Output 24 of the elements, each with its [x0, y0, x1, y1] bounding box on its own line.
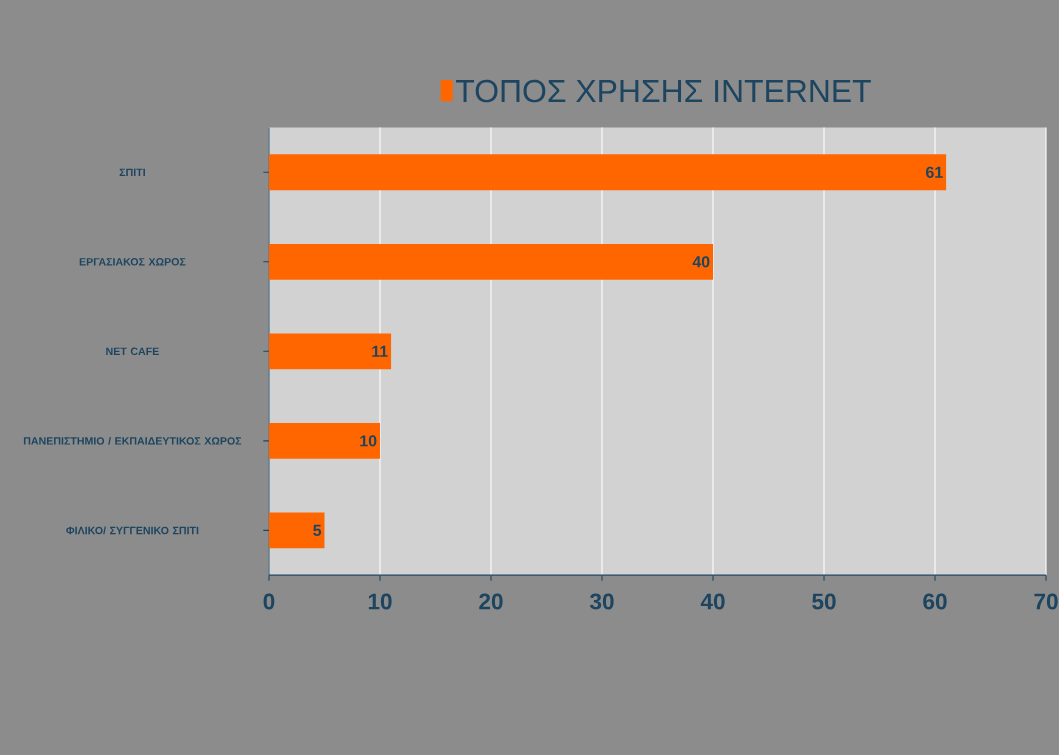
y-tick-label: ΦΙΛΙΚΟ/ ΣΥΓΓΕΝΙΚΟ ΣΠΙΤΙ — [66, 526, 199, 535]
data-label: 61 — [926, 166, 943, 178]
bar — [268, 154, 947, 191]
data-label: 11 — [372, 345, 388, 357]
y-tick-label: ΠΑΝΕΠΙΣΤΗΜΙΟ / ΕΚΠΑΙΔΕΥΤΙΚΟΣ ΧΩΡΟΣ — [23, 436, 242, 445]
x-tick-label: 30 — [589, 593, 614, 610]
bar — [268, 243, 713, 280]
bar — [268, 422, 380, 459]
x-tick-label: 50 — [812, 593, 836, 610]
bar — [268, 512, 325, 549]
data-label: 40 — [692, 256, 710, 268]
y-tick-label: NET CAFE — [106, 347, 159, 356]
y-tick-label: ΣΠΙΤΙ — [119, 168, 145, 176]
y-tick-label: ΕΡΓΑΣΙΑΚΟΣ ΧΩΡΟΣ — [79, 257, 186, 266]
x-tick-label: 0 — [263, 593, 275, 610]
bar — [268, 333, 392, 370]
x-tick-label: 20 — [479, 593, 503, 610]
x-tick-label: 70 — [1034, 593, 1058, 610]
x-tick-label: 60 — [923, 593, 947, 610]
x-tick-label: 40 — [700, 593, 725, 610]
data-label: 10 — [360, 435, 377, 447]
data-label: 5 — [313, 524, 322, 536]
x-tick-label: 10 — [368, 593, 392, 610]
legend-label: ΤΟΠΟΣ ΧΡΗΣΗΣ INTERNET — [456, 79, 871, 103]
